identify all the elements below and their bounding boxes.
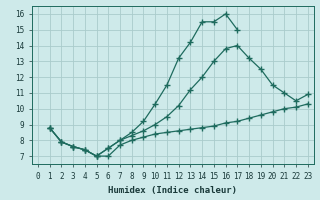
X-axis label: Humidex (Indice chaleur): Humidex (Indice chaleur) — [108, 186, 237, 195]
